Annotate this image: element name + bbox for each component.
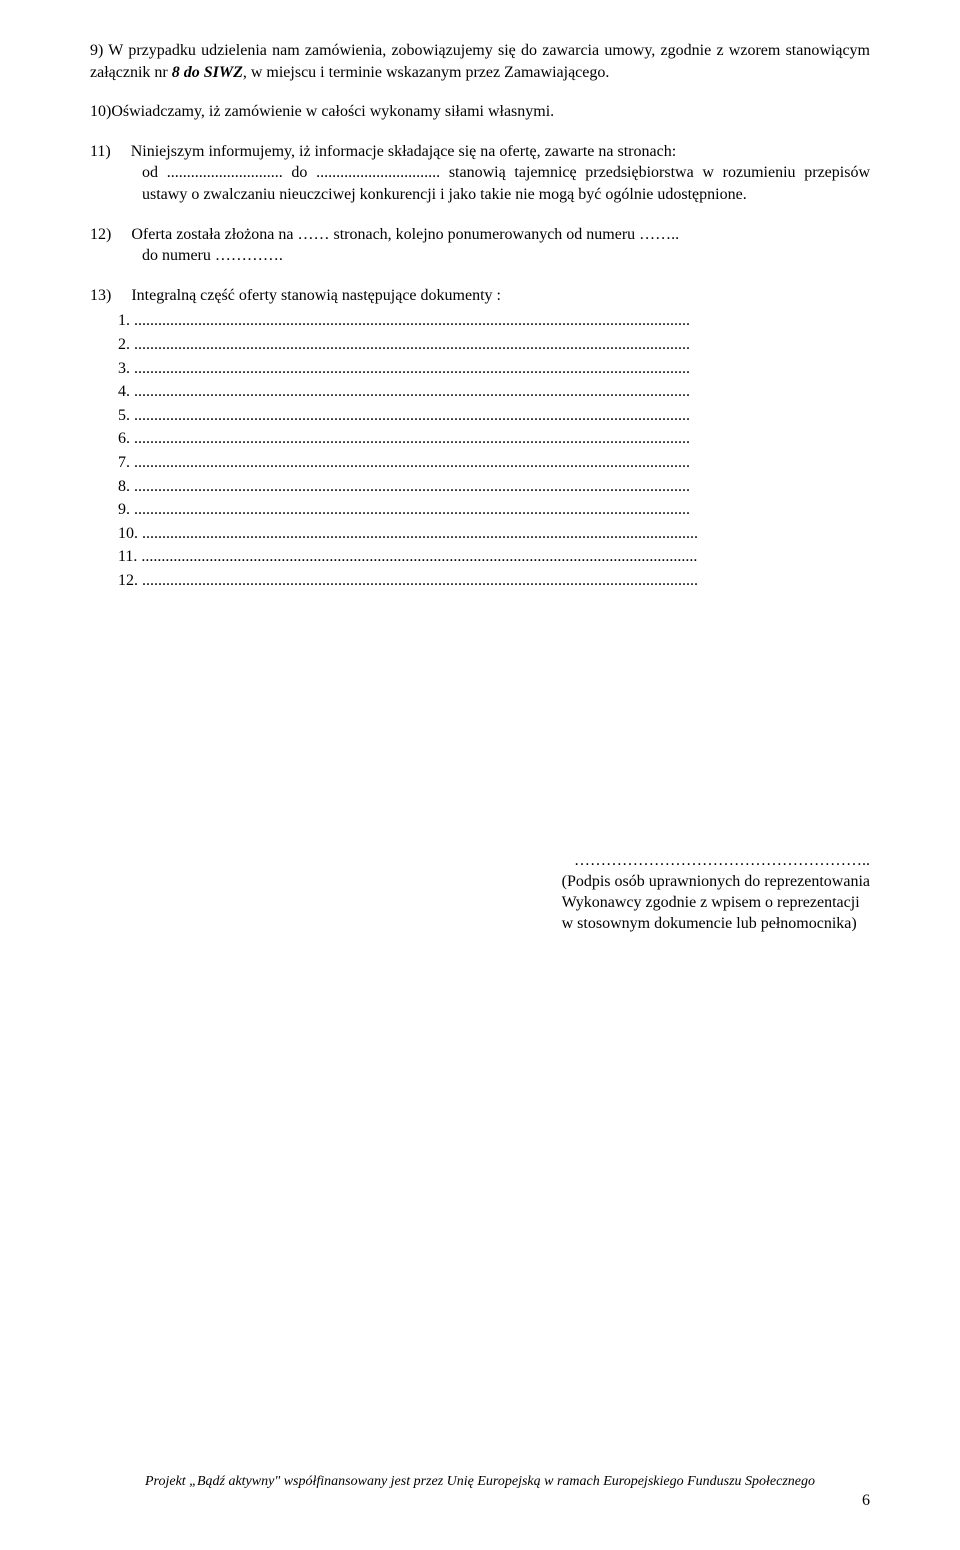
signature-block: ……………………………………………….. (Podpis osób uprawn… (90, 851, 870, 934)
page-number: 6 (0, 1492, 960, 1510)
item-12-second: do numeru …………. (90, 245, 870, 267)
item-13-label: 13) (90, 287, 111, 304)
doc-line-5: 5. .....................................… (118, 405, 870, 427)
doc-line-11: 11. ....................................… (118, 546, 870, 568)
item-12: 12) Oferta została złożona na …… stronac… (90, 224, 870, 267)
signature-line-3: w stosownym dokumencie lub pełnomocnika) (562, 915, 857, 932)
item-11-first: Niniejszym informujemy, iż informacje sk… (131, 143, 676, 160)
item-13-text: Integralną część oferty stanowią następu… (131, 287, 501, 304)
item-11-label: 11) (90, 143, 111, 160)
item-11-second: od ............................. do ....… (90, 162, 870, 205)
signature-line-2: Wykonawcy zgodnie z wpisem o reprezentac… (562, 894, 860, 911)
doc-line-3: 3. .....................................… (118, 358, 870, 380)
doc-line-4: 4. .....................................… (118, 381, 870, 403)
item-9-bold: 8 do SIWZ (172, 64, 243, 81)
item-9: 9) W przypadku udzielenia nam zamówienia… (90, 40, 870, 83)
doc-line-6: 6. .....................................… (118, 428, 870, 450)
signature-dots: ……………………………………………….. (90, 851, 870, 872)
item-10: 10)Oświadczamy, iż zamówienie w całości … (90, 101, 870, 123)
document-list: 1. .....................................… (90, 310, 870, 591)
doc-line-1: 1. .....................................… (118, 310, 870, 332)
item-12-first: Oferta została złożona na …… stronach, k… (131, 226, 679, 243)
doc-line-10: 10. ....................................… (118, 523, 870, 545)
doc-line-7: 7. .....................................… (118, 452, 870, 474)
footer: Projekt „Bądź aktywny" współfinansowany … (0, 1474, 960, 1510)
doc-line-12: 12. ....................................… (118, 570, 870, 592)
footer-text: Projekt „Bądź aktywny" współfinansowany … (0, 1474, 960, 1490)
item-12-label: 12) (90, 226, 111, 243)
doc-line-9: 9. .....................................… (118, 499, 870, 521)
signature-line-1: (Podpis osób uprawnionych do reprezentow… (562, 873, 870, 890)
item-9-post: , w miejscu i terminie wskazanym przez Z… (243, 64, 610, 81)
item-13: 13) Integralną część oferty stanowią nas… (90, 285, 870, 307)
doc-line-8: 8. .....................................… (118, 476, 870, 498)
item-11: 11) Niniejszym informujemy, iż informacj… (90, 141, 870, 206)
doc-line-2: 2. .....................................… (118, 334, 870, 356)
